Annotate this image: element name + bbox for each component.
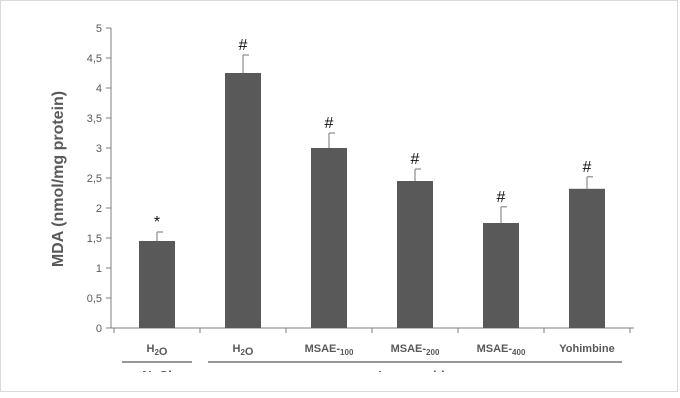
y-tick-label: 5 (96, 23, 102, 35)
bar (397, 181, 433, 328)
y-tick-label: 3,5 (87, 113, 102, 125)
bar (483, 223, 519, 328)
group-label: Loperamide (378, 368, 452, 383)
x-tick-label: MSAE-400 (477, 343, 526, 357)
significance-marker: # (497, 189, 506, 206)
x-tick-label: H2O (147, 343, 168, 358)
y-tick-label: 3 (96, 143, 102, 155)
y-tick-label: 0 (96, 323, 102, 335)
significance-marker: * (154, 214, 160, 231)
x-tick-label: Yohimbine (559, 343, 614, 355)
y-axis-label: MDA (nmol/mg protein) (50, 91, 67, 267)
x-tick-label: MSAE-100 (305, 343, 354, 357)
y-tick-label: 4,5 (87, 53, 102, 65)
significance-marker: # (239, 37, 248, 54)
y-tick-label: 0,5 (87, 293, 102, 305)
group-brackets: NaCl Loperamide (122, 361, 622, 383)
y-tick-label: 4 (96, 83, 102, 95)
y-tick-label: 2,5 (87, 173, 102, 185)
significance-marker: # (325, 115, 334, 132)
significance-marker: # (583, 159, 592, 176)
significance-marker: # (411, 151, 420, 168)
y-tick-label: 2 (96, 203, 102, 215)
y-tick-label: 1,5 (87, 233, 102, 245)
y-tick-label: 1 (96, 263, 102, 275)
x-tick-label: H2O (233, 343, 254, 358)
bar (311, 148, 347, 328)
x-tick-label: MSAE-200 (391, 343, 440, 357)
bar (569, 188, 605, 328)
bar (225, 73, 261, 328)
bar (139, 241, 175, 328)
group-label: NaCl (142, 368, 172, 383)
